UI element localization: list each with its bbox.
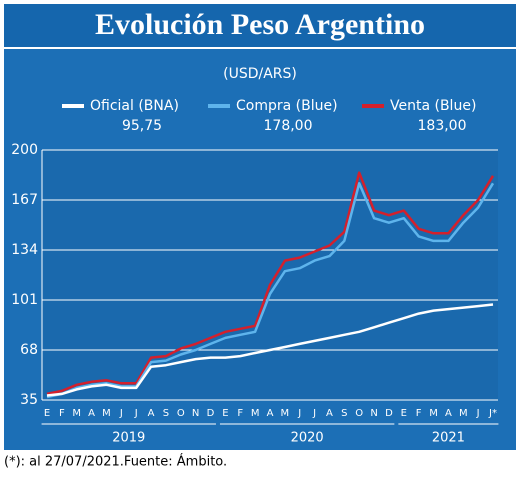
y-tick-label: 68 xyxy=(20,342,38,358)
x-tick-label: J xyxy=(297,408,301,419)
x-tick-label: E xyxy=(401,408,407,419)
x-tick-label: M xyxy=(102,408,111,419)
year-label: 2020 xyxy=(291,431,324,446)
series-line xyxy=(46,182,495,399)
y-tick-label: 200 xyxy=(11,142,38,158)
x-tick-label: M xyxy=(459,408,468,419)
x-tick-label: A xyxy=(88,408,95,419)
x-tick-label: J xyxy=(134,408,138,419)
footnote: (*): al 27/07/2021.Fuente: Ámbito. xyxy=(4,454,227,470)
x-tick-label: E xyxy=(44,408,50,419)
x-tick-label: M xyxy=(251,408,260,419)
y-tick-label: 101 xyxy=(11,292,38,308)
x-tick-label: F xyxy=(416,408,422,419)
x-tick-label: A xyxy=(267,408,274,419)
year-label: 2019 xyxy=(112,431,145,446)
x-tick-label: J xyxy=(312,408,316,419)
x-tick-label: N xyxy=(370,408,377,419)
x-tick-label: F xyxy=(59,408,65,419)
x-tick-label: O xyxy=(355,408,363,419)
legend-label: Venta (Blue) xyxy=(390,98,476,114)
legend-value: 95,75 xyxy=(122,118,162,134)
legend-value: 178,00 xyxy=(264,118,313,134)
series-line xyxy=(46,303,494,397)
x-tick-label: M xyxy=(72,408,81,419)
chart-title: Evolución Peso Argentino xyxy=(95,8,425,41)
title-bar xyxy=(4,4,516,48)
x-tick-label: N xyxy=(192,408,199,419)
x-tick-label: M xyxy=(429,408,438,419)
x-tick-label: M xyxy=(281,408,290,419)
x-tick-label: S xyxy=(341,408,347,419)
x-tick-label: D xyxy=(207,408,215,419)
y-tick-label: 35 xyxy=(20,392,38,408)
x-tick-label: A xyxy=(445,408,452,419)
x-tick-label: D xyxy=(385,408,393,419)
x-tick-label: A xyxy=(326,408,333,419)
legend-label: Compra (Blue) xyxy=(236,98,338,114)
x-tick-label: E xyxy=(222,408,228,419)
series-line xyxy=(46,171,495,396)
plot-area xyxy=(42,150,498,400)
x-tick-label: O xyxy=(177,408,185,419)
y-tick-label: 167 xyxy=(11,192,38,208)
y-tick-label: 134 xyxy=(11,242,38,258)
x-tick-label: S xyxy=(163,408,169,419)
x-tick-label: A xyxy=(148,408,155,419)
legend-value: 183,00 xyxy=(418,118,467,134)
subtitle: (USD/ARS) xyxy=(223,66,297,82)
x-tick-label: J* xyxy=(488,408,497,419)
legend-label: Oficial (BNA) xyxy=(90,98,179,114)
year-label: 2021 xyxy=(432,431,465,446)
x-tick-label: J xyxy=(119,408,123,419)
x-tick-label: J xyxy=(476,408,480,419)
x-tick-label: F xyxy=(237,408,243,419)
